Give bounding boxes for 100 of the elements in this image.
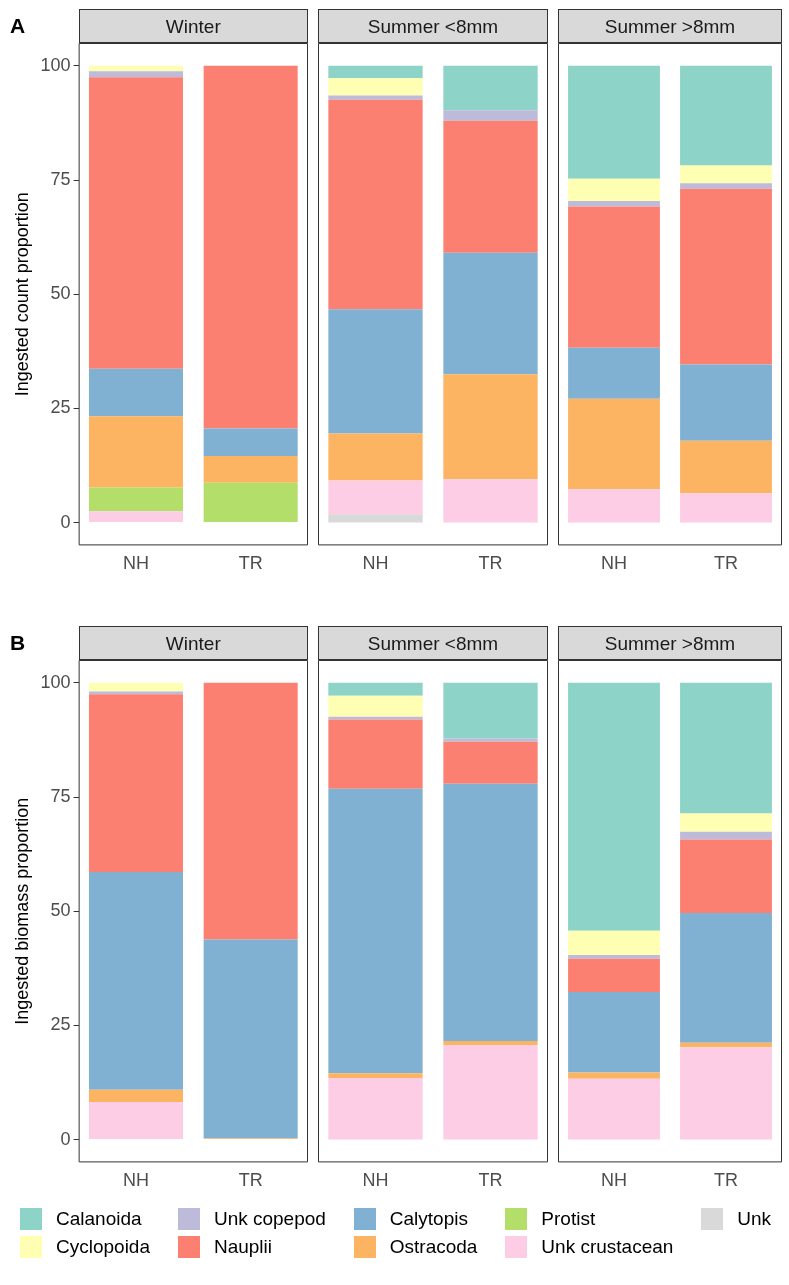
bar bbox=[680, 831, 772, 840]
bar bbox=[203, 482, 298, 523]
bar bbox=[568, 347, 660, 399]
bar bbox=[88, 511, 183, 523]
y-axis-title: Ingested count proportion bbox=[11, 192, 32, 397]
bar bbox=[680, 65, 772, 166]
bar bbox=[203, 682, 298, 940]
bar bbox=[443, 682, 538, 739]
legend-label: Unk copepod bbox=[213, 1208, 326, 1230]
bar bbox=[443, 110, 538, 121]
legend-label: Calytopis bbox=[389, 1208, 468, 1230]
x-tick-label: TR bbox=[714, 553, 738, 574]
y-axis-title: Ingested biomass proportion bbox=[11, 797, 32, 1025]
bar bbox=[88, 1102, 183, 1140]
bar bbox=[568, 1078, 660, 1140]
bar bbox=[680, 913, 772, 1043]
text: B bbox=[10, 631, 26, 655]
y-tick-label: 0 bbox=[60, 511, 71, 532]
bar bbox=[443, 120, 538, 253]
y-tick-label: 75 bbox=[50, 785, 71, 806]
bar bbox=[443, 1040, 538, 1046]
bar bbox=[328, 99, 423, 310]
bar bbox=[680, 493, 772, 523]
bar bbox=[568, 1072, 660, 1079]
bar bbox=[443, 252, 538, 375]
bar bbox=[568, 178, 660, 202]
y-tick-label: 25 bbox=[50, 397, 71, 418]
bar bbox=[328, 78, 423, 96]
bar bbox=[568, 206, 660, 348]
chart-title: Winter bbox=[78, 9, 308, 43]
bar bbox=[680, 682, 772, 814]
bar bbox=[328, 95, 423, 100]
bar bbox=[88, 682, 183, 692]
x-tick-label: TR bbox=[238, 1170, 263, 1191]
bar bbox=[568, 958, 660, 993]
bar bbox=[203, 65, 298, 429]
bar bbox=[568, 201, 660, 207]
bar bbox=[203, 455, 298, 483]
y-tick-label: 100 bbox=[40, 671, 71, 692]
chart-title: Summer <8mm bbox=[318, 9, 548, 43]
y-tick-label: 75 bbox=[50, 168, 71, 189]
text: A bbox=[10, 14, 26, 38]
bar bbox=[568, 930, 660, 956]
bar bbox=[203, 939, 298, 1139]
x-tick-label: NH bbox=[601, 1170, 627, 1191]
x-tick-label: TR bbox=[478, 1170, 503, 1191]
bar bbox=[443, 783, 538, 1041]
bar bbox=[680, 813, 772, 832]
legend-label: Cyclopoida bbox=[56, 1236, 150, 1258]
chart-title: Summer >8mm bbox=[558, 626, 782, 660]
x-tick-label: TR bbox=[238, 553, 263, 574]
legend-label: Ostracoda bbox=[389, 1236, 478, 1258]
bar bbox=[328, 514, 423, 523]
bar bbox=[328, 309, 423, 434]
bar bbox=[443, 738, 538, 742]
x-tick-label: NH bbox=[122, 553, 149, 574]
x-tick-label: NH bbox=[362, 1170, 389, 1191]
bar bbox=[680, 1047, 772, 1140]
bar bbox=[443, 374, 538, 480]
bar bbox=[88, 694, 183, 872]
legend-label: Nauplii bbox=[213, 1236, 272, 1258]
x-tick-label: TR bbox=[714, 1170, 738, 1191]
bar bbox=[568, 992, 660, 1073]
bar bbox=[203, 428, 298, 456]
bar bbox=[568, 65, 660, 179]
bar bbox=[680, 183, 772, 189]
y-tick-label: 25 bbox=[50, 1014, 71, 1035]
bar bbox=[88, 77, 183, 369]
bar bbox=[328, 1077, 423, 1140]
bar bbox=[328, 480, 423, 515]
chart-title: Winter bbox=[78, 626, 308, 660]
legend-label: Protist bbox=[541, 1208, 596, 1230]
y-tick-label: 50 bbox=[50, 283, 71, 304]
bar bbox=[328, 695, 423, 717]
chart-title: Summer <8mm bbox=[318, 626, 548, 660]
bar bbox=[443, 741, 538, 784]
legend-label: Unk crustacean bbox=[541, 1236, 674, 1258]
bar bbox=[443, 65, 538, 111]
bar bbox=[568, 398, 660, 490]
bar bbox=[443, 479, 538, 523]
x-tick-label: NH bbox=[601, 553, 627, 574]
bar bbox=[88, 1089, 183, 1103]
bar bbox=[680, 165, 772, 184]
bar bbox=[88, 487, 183, 512]
chart-title: Summer >8mm bbox=[558, 9, 782, 43]
bar bbox=[680, 364, 772, 441]
bar bbox=[328, 1073, 423, 1078]
bar bbox=[328, 433, 423, 481]
bar bbox=[443, 1045, 538, 1140]
y-tick-label: 0 bbox=[60, 1128, 71, 1149]
y-tick-label: 100 bbox=[40, 54, 71, 75]
legend-label: Unk bbox=[737, 1208, 772, 1230]
bar bbox=[88, 871, 183, 1090]
legend-label: Calanoida bbox=[56, 1208, 142, 1230]
bar bbox=[328, 65, 423, 79]
bar bbox=[328, 788, 423, 1074]
bar bbox=[328, 719, 423, 789]
bar bbox=[88, 368, 183, 417]
x-tick-label: NH bbox=[122, 1170, 149, 1191]
bar bbox=[680, 188, 772, 365]
